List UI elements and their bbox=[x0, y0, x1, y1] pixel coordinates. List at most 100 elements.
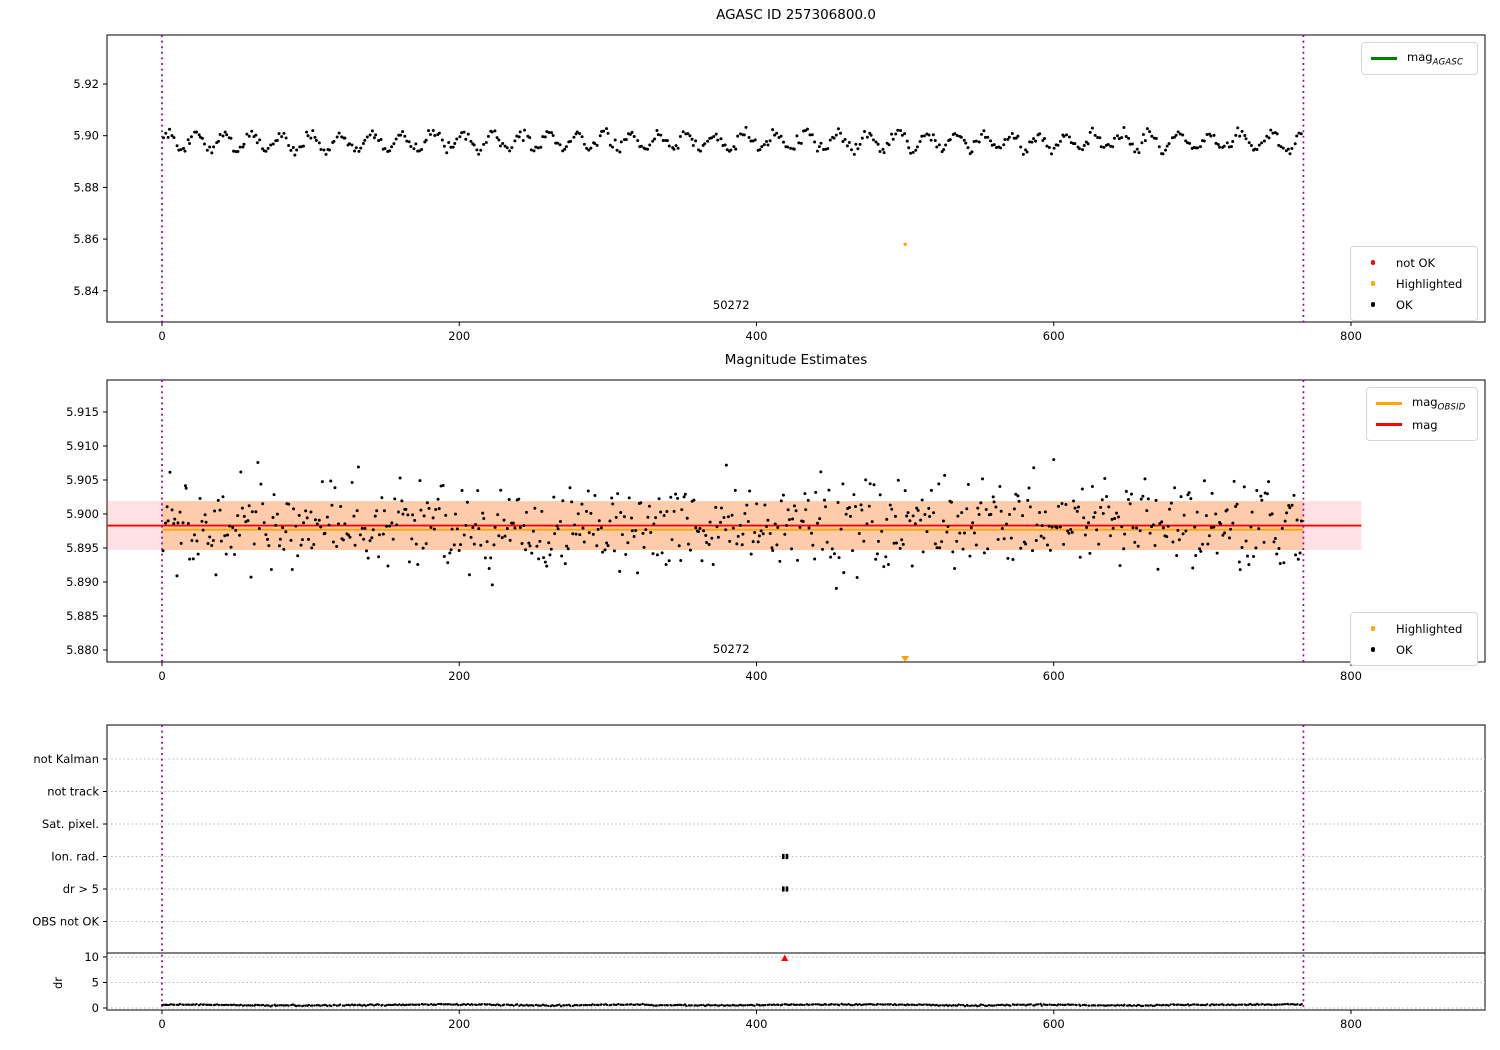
data-point bbox=[859, 503, 863, 507]
data-point bbox=[828, 138, 832, 142]
data-point bbox=[229, 545, 233, 549]
data-point bbox=[981, 1003, 985, 1007]
data-point bbox=[1275, 132, 1279, 136]
data-point bbox=[872, 138, 876, 142]
data-point bbox=[262, 521, 266, 525]
data-point bbox=[886, 563, 890, 567]
legend-entry-highlighted: Highlighted bbox=[1359, 618, 1467, 639]
data-point bbox=[892, 541, 896, 545]
data-point bbox=[574, 532, 578, 536]
data-point bbox=[810, 531, 814, 535]
data-point bbox=[815, 149, 819, 153]
data-point bbox=[395, 523, 399, 527]
data-point bbox=[634, 529, 638, 533]
data-point bbox=[630, 130, 634, 134]
data-point bbox=[1100, 498, 1104, 502]
data-point bbox=[313, 518, 317, 522]
data-point bbox=[227, 1003, 230, 1007]
data-point bbox=[543, 560, 547, 564]
data-point bbox=[598, 134, 602, 138]
data-point bbox=[998, 1003, 1002, 1007]
data-point bbox=[386, 564, 390, 568]
data-point bbox=[731, 526, 735, 530]
data-point bbox=[870, 520, 874, 524]
data-point bbox=[496, 513, 500, 517]
data-point bbox=[749, 139, 753, 143]
data-point bbox=[1223, 531, 1227, 535]
data-point bbox=[795, 1003, 799, 1006]
data-point bbox=[1110, 517, 1114, 521]
data-point bbox=[651, 139, 655, 143]
y-tick-label: 5.90 bbox=[73, 129, 99, 143]
data-point bbox=[1228, 1003, 1232, 1007]
data-point bbox=[987, 1004, 991, 1007]
data-point bbox=[532, 149, 536, 153]
data-point bbox=[184, 486, 188, 490]
data-point bbox=[878, 493, 882, 497]
data-point bbox=[972, 531, 976, 535]
data-point bbox=[610, 496, 614, 500]
data-point bbox=[1235, 1003, 1238, 1007]
data-point bbox=[739, 132, 743, 136]
data-point bbox=[1075, 1003, 1078, 1007]
data-point bbox=[624, 137, 628, 141]
data-point bbox=[190, 538, 194, 542]
data-point bbox=[352, 514, 356, 518]
data-point bbox=[1281, 1003, 1285, 1006]
data-point bbox=[500, 536, 504, 540]
data-point bbox=[335, 135, 339, 139]
data-point bbox=[1130, 1004, 1133, 1008]
data-point bbox=[914, 148, 918, 152]
data-point bbox=[589, 511, 593, 515]
data-point bbox=[1048, 1003, 1051, 1006]
category-label: Sat. pixel. bbox=[42, 817, 99, 831]
data-point bbox=[486, 1003, 489, 1006]
data-point bbox=[1153, 544, 1157, 548]
legend-entry-ok: OK bbox=[1359, 639, 1467, 660]
y-tick-label: 5.895 bbox=[66, 541, 99, 555]
data-point bbox=[387, 1003, 390, 1007]
data-point bbox=[964, 141, 968, 145]
data-point bbox=[186, 138, 190, 142]
data-point bbox=[779, 134, 783, 138]
data-point bbox=[419, 508, 423, 512]
data-point bbox=[545, 564, 549, 568]
data-point bbox=[233, 553, 237, 557]
data-point bbox=[1184, 529, 1188, 533]
data-point bbox=[953, 566, 957, 570]
data-point bbox=[317, 141, 321, 145]
data-point bbox=[537, 1004, 541, 1007]
data-point bbox=[214, 573, 218, 577]
data-point bbox=[1055, 526, 1059, 530]
data-point bbox=[505, 526, 509, 530]
data-point bbox=[534, 145, 538, 149]
data-point bbox=[321, 1004, 324, 1007]
data-point bbox=[173, 1003, 176, 1007]
data-point bbox=[736, 134, 740, 138]
data-point bbox=[267, 544, 271, 548]
data-point bbox=[287, 502, 291, 506]
data-point bbox=[593, 141, 597, 145]
data-point bbox=[563, 562, 567, 566]
data-point bbox=[1025, 150, 1029, 154]
data-point bbox=[437, 131, 441, 135]
y-tick-label: 5.880 bbox=[66, 643, 99, 657]
data-point bbox=[1225, 508, 1229, 512]
data-point bbox=[462, 1002, 466, 1006]
data-point bbox=[558, 520, 562, 524]
data-point bbox=[722, 515, 726, 519]
y-tick-label: 5.890 bbox=[66, 575, 99, 589]
data-point bbox=[360, 526, 364, 530]
data-point bbox=[1167, 1004, 1170, 1007]
data-point bbox=[613, 1003, 616, 1007]
data-point bbox=[1141, 1004, 1145, 1008]
data-point bbox=[749, 552, 753, 556]
data-point bbox=[798, 525, 802, 529]
data-point bbox=[447, 1002, 450, 1006]
data-point bbox=[613, 138, 617, 142]
data-point bbox=[469, 535, 473, 539]
data-point bbox=[983, 1004, 987, 1007]
data-point bbox=[315, 1004, 319, 1007]
data-point bbox=[404, 507, 408, 511]
data-point bbox=[748, 489, 752, 493]
